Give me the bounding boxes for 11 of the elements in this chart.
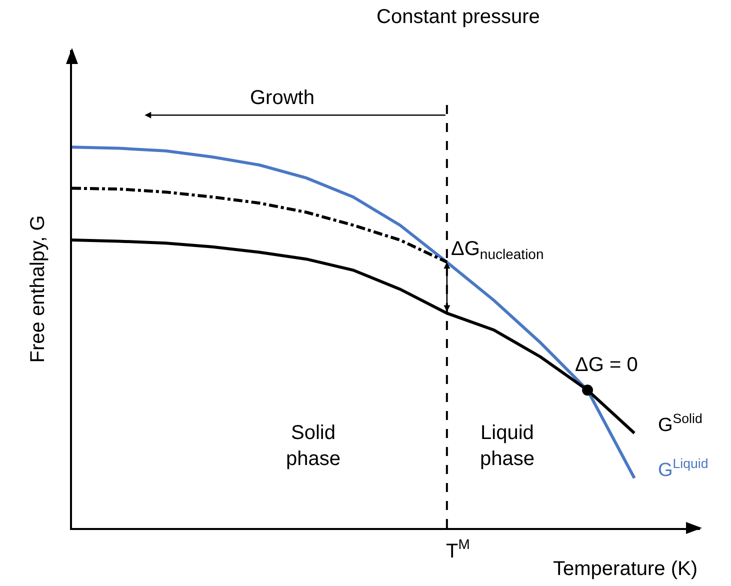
series-label: G$^{Solid}$ — [658, 411, 702, 436]
annotation: Liquid phase — [480, 422, 534, 470]
chart-title: Constant pressure — [376, 6, 540, 28]
series-label: G$^{Liquid}$ — [658, 456, 708, 481]
annotation: ΔG = 0 — [575, 354, 638, 376]
annotation: ΔG$_{nucleation}$ — [451, 238, 544, 262]
annotation: Solid phase — [286, 422, 340, 470]
text: Growth — [250, 87, 314, 109]
x-axis-title: Temperature (K) — [553, 558, 698, 580]
y-axis-title: Free enthalpy, G — [27, 215, 49, 363]
text: T$^{M}$ — [446, 536, 470, 562]
